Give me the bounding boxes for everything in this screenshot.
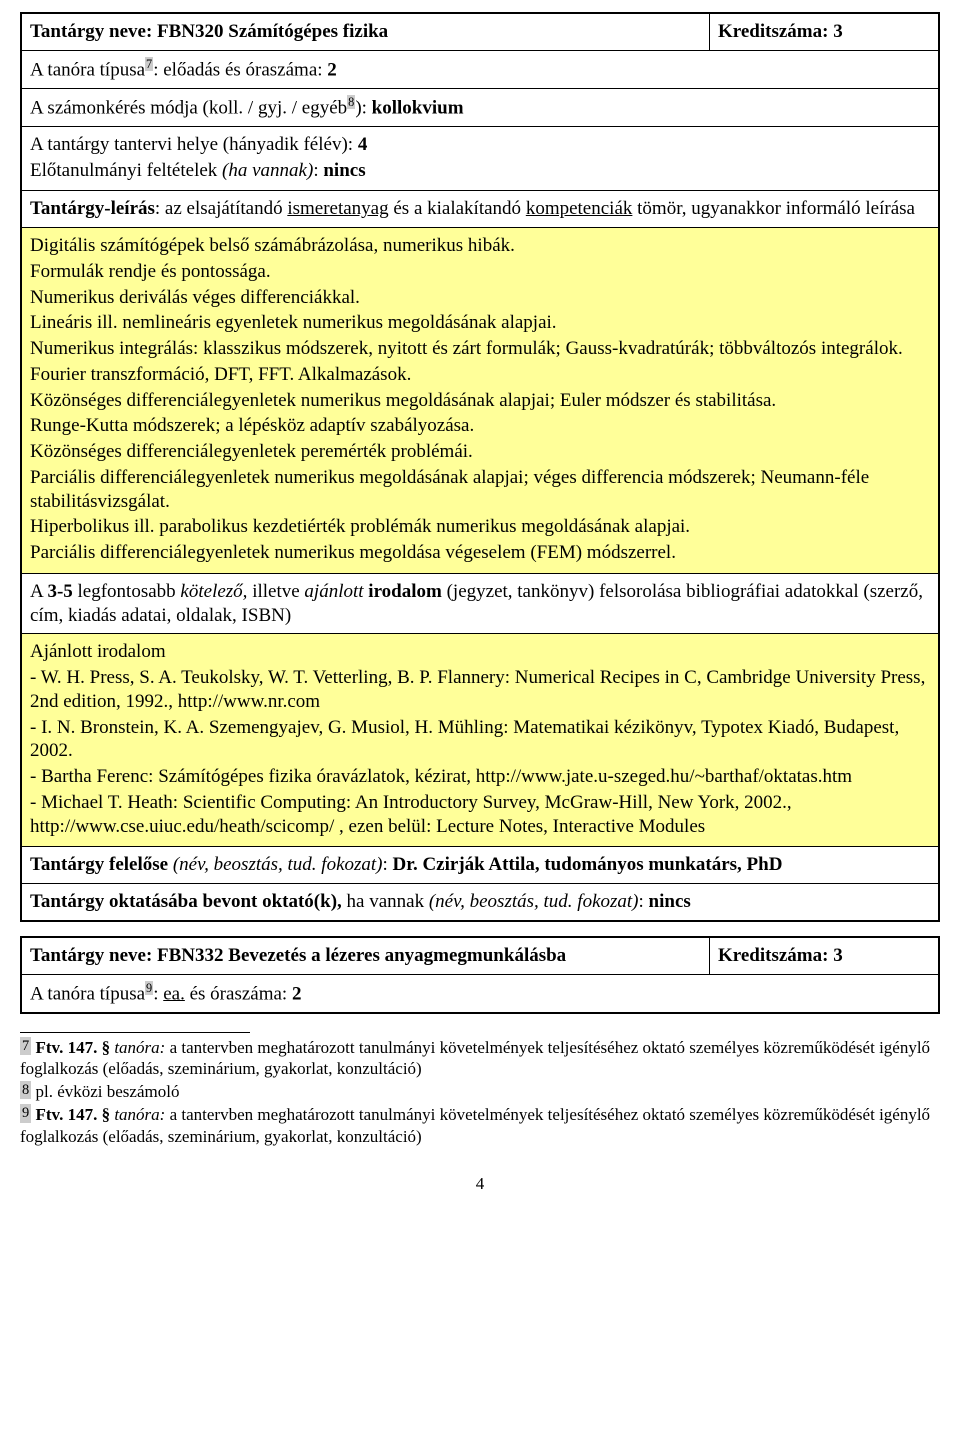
course2-lesson-after: : bbox=[153, 983, 163, 1004]
course1-place-value: 4 bbox=[358, 134, 368, 155]
course1-desc-after3: tömör, ugyanakkor informáló leírása bbox=[632, 198, 915, 219]
course1-lit-it2: ajánlott bbox=[304, 581, 363, 602]
course1-desc-label-cell: Tantárgy-leírás: az elsajátítandó ismere… bbox=[21, 191, 939, 228]
course2-credit-label: Kreditszáma: bbox=[718, 945, 833, 966]
course1-credit-label: Kreditszáma: bbox=[718, 21, 833, 42]
course1-content-8: Közönséges differenciálegyenletek peremé… bbox=[30, 440, 930, 464]
course1-teachers-cell: Tantárgy oktatásába bevont oktató(k), ha… bbox=[21, 884, 939, 921]
footnote-7-italic: tanóra: bbox=[114, 1038, 165, 1057]
footnote-9-italic: tanóra: bbox=[114, 1105, 165, 1124]
course1-exam-value: kollokvium bbox=[372, 97, 464, 118]
footnote-8-num: 8 bbox=[20, 1081, 31, 1099]
course1-desc-label: Tantárgy-leírás bbox=[30, 198, 155, 219]
footnote-9: 9 Ftv. 147. § tanóra: a tantervben megha… bbox=[20, 1104, 940, 1147]
course1-content-4: Numerikus integrálás: klasszikus módszer… bbox=[30, 337, 930, 361]
course1-teach-after: ha vannak bbox=[347, 891, 429, 912]
course2-lesson-after2: és óraszáma: bbox=[185, 983, 292, 1004]
course1-content-7: Runge-Kutta módszerek; a lépésköz adaptí… bbox=[30, 414, 930, 438]
course1-lit-heading: Ajánlott irodalom bbox=[30, 640, 930, 664]
course1-teach-italic: (név, beosztás, tud. fokozat) bbox=[429, 891, 639, 912]
course1-lesson-sup: 7 bbox=[145, 57, 153, 71]
course1-content-5: Fourier transzformáció, DFT, FFT. Alkalm… bbox=[30, 363, 930, 387]
page-number: 4 bbox=[20, 1173, 940, 1194]
course1-content-10: Hiperbolikus ill. parabolikus kezdetiért… bbox=[30, 515, 930, 539]
course1-resp-value: Dr. Czirják Attila, tudományos munkatárs… bbox=[393, 854, 783, 875]
course2-lesson-hours: 2 bbox=[292, 983, 302, 1004]
course1-name-value: FBN320 Számítógépes fizika bbox=[157, 21, 388, 42]
course1-lit-bold: 3-5 bbox=[47, 581, 72, 602]
course1-teach-label: Tantárgy oktatásába bevont oktató(k), bbox=[30, 891, 347, 912]
course1-lit-label-cell: A 3-5 legfontosabb kötelező, illetve ajá… bbox=[21, 573, 939, 634]
footnotes: 7 Ftv. 147. § tanóra: a tantervben megha… bbox=[20, 1037, 940, 1147]
course2-credit-value: 3 bbox=[833, 945, 843, 966]
course1-desc-after2: és a kialakítandó bbox=[389, 198, 526, 219]
course1-content-9: Parciális differenciálegyenletek numerik… bbox=[30, 466, 930, 514]
course2-credit-cell: Kreditszáma: 3 bbox=[710, 937, 940, 974]
course1-content-11: Parciális differenciálegyenletek numerik… bbox=[30, 541, 930, 565]
footnote-7-num: 7 bbox=[20, 1037, 31, 1055]
course1-desc-u1: ismeretanyag bbox=[287, 198, 388, 219]
footnote-8: 8 pl. évközi beszámoló bbox=[20, 1081, 940, 1102]
course1-content-cell: Digitális számítógépek belső számábrázol… bbox=[21, 228, 939, 574]
course1-table: Tantárgy neve: FBN320 Számítógépes fizik… bbox=[20, 12, 940, 922]
course1-teach-after2: : bbox=[639, 891, 649, 912]
course2-lesson-prefix: A tanóra típusa bbox=[30, 983, 145, 1004]
footnote-7: 7 Ftv. 147. § tanóra: a tantervben megha… bbox=[20, 1037, 940, 1080]
page: Tantárgy neve: FBN320 Számítógépes fizik… bbox=[0, 0, 960, 1214]
course1-lit-3: - Michael T. Heath: Scientific Computing… bbox=[30, 791, 930, 839]
course2-name-cell: Tantárgy neve: FBN332 Bevezetés a lézere… bbox=[21, 937, 710, 974]
course1-place-prefix: A tantárgy tantervi helye (hányadik félé… bbox=[30, 134, 358, 155]
course1-lit-2: - Bartha Ferenc: Számítógépes fizika óra… bbox=[30, 765, 930, 789]
course2-name-value: FBN332 Bevezetés a lézeres anyagmegmunká… bbox=[157, 945, 566, 966]
course1-lesson-hours: 2 bbox=[327, 59, 337, 80]
course1-content-3: Lineáris ill. nemlineáris egyenletek num… bbox=[30, 311, 930, 335]
course1-prereq-prefix: Előtanulmányi feltételek bbox=[30, 160, 222, 181]
course2-lesson-underline: ea. bbox=[163, 983, 185, 1004]
course1-desc-u2: kompetenciák bbox=[526, 198, 633, 219]
course1-responsible-cell: Tantárgy felelőse (név, beosztás, tud. f… bbox=[21, 847, 939, 884]
course2-table: Tantárgy neve: FBN332 Bevezetés a lézere… bbox=[20, 936, 940, 1014]
footnote-9-bold: Ftv. 147. § bbox=[35, 1105, 110, 1124]
course1-lesson-type-cell: A tanóra típusa7: előadás és óraszáma: 2 bbox=[21, 50, 939, 88]
course1-lesson-after: : előadás és óraszáma: bbox=[153, 59, 327, 80]
course1-resp-after: : bbox=[383, 854, 393, 875]
course1-lit-bold2: irodalom bbox=[368, 581, 442, 602]
course1-exam-cell: A számonkérés módja (koll. / gyj. / egyé… bbox=[21, 88, 939, 126]
course1-lit-cell: Ajánlott irodalom - W. H. Press, S. A. T… bbox=[21, 634, 939, 847]
course1-resp-italic: (név, beosztás, tud. fokozat) bbox=[173, 854, 383, 875]
course1-content-0: Digitális számítógépek belső számábrázol… bbox=[30, 234, 930, 258]
footnote-8-text: pl. évközi beszámoló bbox=[31, 1082, 179, 1101]
course1-prereq-italic: (ha vannak) bbox=[222, 160, 313, 181]
course2-name-label: Tantárgy neve: bbox=[30, 945, 157, 966]
course1-lit-0: - W. H. Press, S. A. Teukolsky, W. T. Ve… bbox=[30, 666, 930, 714]
course1-place-prereq-cell: A tantárgy tantervi helye (hányadik félé… bbox=[21, 126, 939, 191]
footnote-7-bold: Ftv. 147. § bbox=[35, 1038, 110, 1057]
course2-lesson-type-cell: A tanóra típusa9: ea. és óraszáma: 2 bbox=[21, 974, 939, 1013]
course1-lit-it1: kötelező, bbox=[180, 581, 247, 602]
course1-resp-label: Tantárgy felelőse bbox=[30, 854, 173, 875]
course1-name-cell: Tantárgy neve: FBN320 Számítógépes fizik… bbox=[21, 13, 710, 50]
course1-lit-after2: illetve bbox=[247, 581, 304, 602]
course1-content-1: Formulák rendje és pontossága. bbox=[30, 260, 930, 284]
course1-lit-prefix: A bbox=[30, 581, 47, 602]
course1-desc-after1: : az elsajátítandó bbox=[155, 198, 287, 219]
course1-lit-1: - I. N. Bronstein, K. A. Szemengyajev, G… bbox=[30, 716, 930, 764]
course1-exam-after: ): bbox=[355, 97, 371, 118]
course1-prereq-after: : bbox=[313, 160, 323, 181]
course1-exam-prefix: A számonkérés módja (koll. / gyj. / egyé… bbox=[30, 97, 347, 118]
course1-lit-after1: legfontosabb bbox=[73, 581, 181, 602]
footnote-separator bbox=[20, 1032, 250, 1033]
course1-credit-value: 3 bbox=[833, 21, 843, 42]
course1-teach-value: nincs bbox=[649, 891, 691, 912]
course1-content-6: Közönséges differenciálegyenletek numeri… bbox=[30, 389, 930, 413]
course1-prereq-value: nincs bbox=[323, 160, 365, 181]
course1-lesson-prefix: A tanóra típusa bbox=[30, 59, 145, 80]
footnote-9-num: 9 bbox=[20, 1104, 31, 1122]
course2-lesson-sup: 9 bbox=[145, 981, 153, 995]
course1-content-2: Numerikus deriválás véges differenciákka… bbox=[30, 286, 930, 310]
course1-credit-cell: Kreditszáma: 3 bbox=[710, 13, 940, 50]
course1-name-label: Tantárgy neve: bbox=[30, 21, 157, 42]
